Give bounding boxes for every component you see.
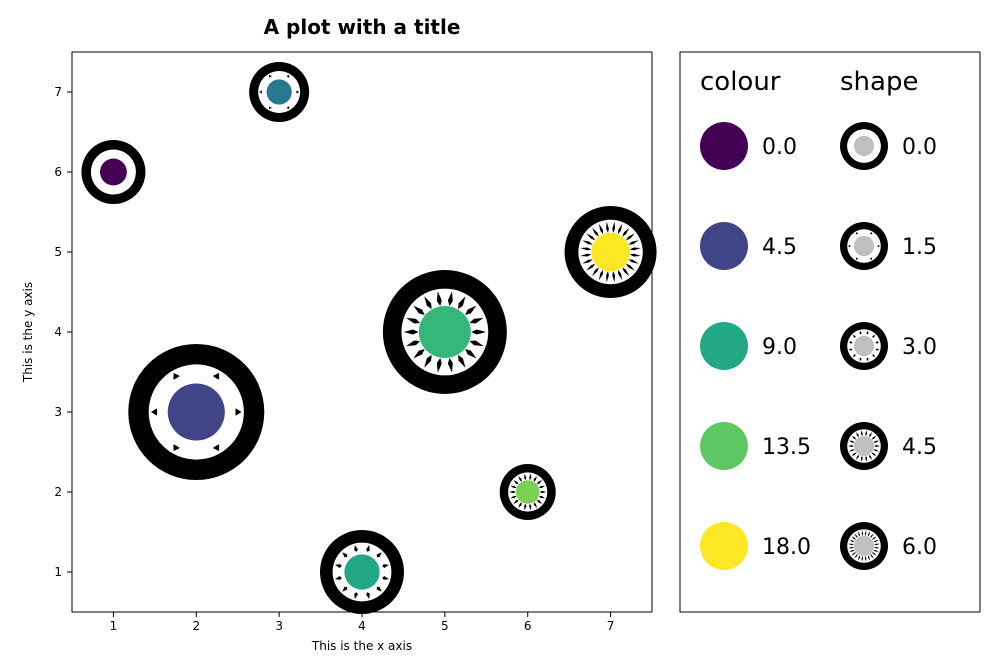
legend-colour-entries: 0.0 4.5 9.0 13.5 18.0 (700, 122, 811, 570)
legend-shape-label: 4.5 (902, 435, 937, 460)
legend-colour-label: 13.5 (762, 435, 811, 460)
legend-shape-swatch (840, 522, 888, 570)
y-tick-label: 5 (54, 245, 62, 259)
y-tick-label: 1 (54, 565, 62, 579)
legend-shape-title: shape (840, 67, 918, 97)
y-ticks: 1 2 3 4 5 6 7 (54, 85, 72, 579)
x-ticks: 1 2 3 4 5 6 7 (110, 612, 615, 633)
legend-shape-swatch (840, 322, 888, 370)
legend-colour-swatch (700, 522, 748, 570)
data-point (565, 206, 657, 298)
legend-shape-entries: 0.0 1.5 3.0 4.5 6.0 (840, 122, 937, 570)
legend-colour-title: colour (700, 67, 781, 97)
y-tick-label: 6 (54, 165, 62, 179)
x-tick-label: 4 (358, 619, 366, 633)
data-point (249, 62, 309, 122)
legend-colour-label: 9.0 (762, 335, 797, 360)
legend-colour-swatch (700, 122, 748, 170)
legend-shape-label: 3.0 (902, 335, 937, 360)
data-point (320, 530, 404, 614)
x-tick-label: 7 (607, 619, 615, 633)
data-point (81, 140, 145, 204)
data-point (383, 270, 507, 394)
legend-shape-label: 0.0 (902, 135, 937, 160)
y-tick-label: 3 (54, 405, 62, 419)
y-axis-label: This is the y axis (21, 282, 35, 383)
y-tick-label: 2 (54, 485, 62, 499)
legend-colour-label: 18.0 (762, 535, 811, 560)
legend-colour-swatch (700, 322, 748, 370)
x-tick-label: 5 (441, 619, 449, 633)
y-tick-label: 4 (54, 325, 62, 339)
legend-shape-swatch (840, 222, 888, 270)
x-tick-label: 1 (110, 619, 118, 633)
legend-shape-swatch (840, 422, 888, 470)
legend-shape-label: 1.5 (902, 235, 937, 260)
x-tick-label: 2 (192, 619, 200, 633)
legend-colour-label: 4.5 (762, 235, 797, 260)
legend-shape-swatch (840, 122, 888, 170)
data-point (500, 464, 556, 520)
plot-area (72, 52, 652, 612)
legend-colour-label: 0.0 (762, 135, 797, 160)
chart-title: A plot with a title (264, 15, 461, 39)
x-tick-label: 3 (275, 619, 283, 633)
y-tick-label: 7 (54, 85, 62, 99)
scatter-chart: A plot with a title 1 2 3 4 5 6 7 1 2 3 4 5 6 7 This… (0, 0, 1000, 666)
x-tick-label: 6 (524, 619, 532, 633)
legend-colour-swatch (700, 222, 748, 270)
data-points (81, 62, 656, 614)
legend-shape-label: 6.0 (902, 535, 937, 560)
x-axis-label: This is the x axis (311, 639, 412, 653)
data-point (128, 344, 264, 480)
legend-colour-swatch (700, 422, 748, 470)
